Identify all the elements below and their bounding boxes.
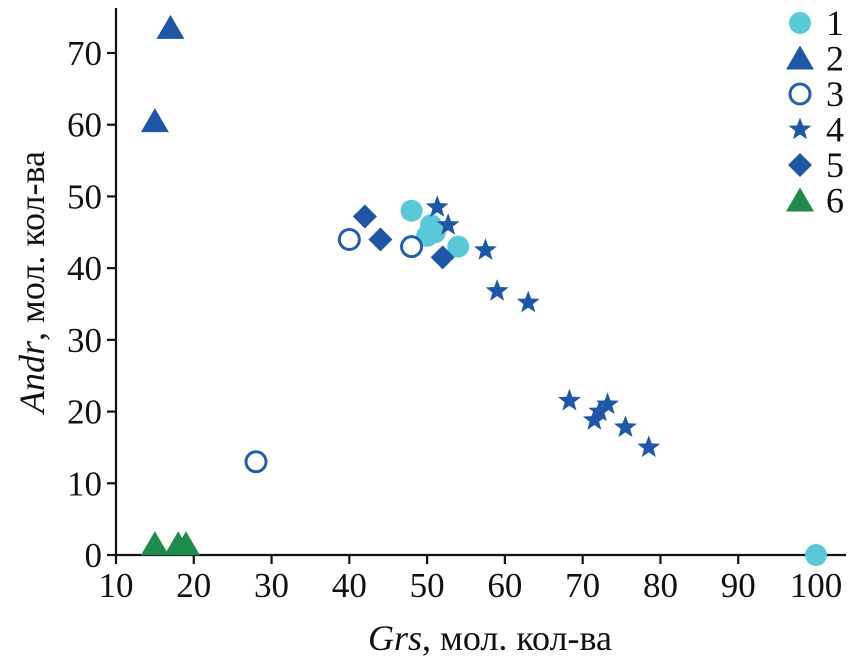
series-4-point <box>436 213 460 235</box>
series-4-point <box>588 399 612 422</box>
x-tick-label: 20 <box>176 566 211 605</box>
x-tick-label: 60 <box>487 566 522 605</box>
series-1-point <box>447 235 470 258</box>
legend-marker-1 <box>789 12 811 34</box>
legend-marker-3 <box>788 82 812 106</box>
series-3-point <box>337 227 361 251</box>
x-axis-title: Grs, мол. кол-ва <box>368 618 612 658</box>
x-tick-label: 90 <box>721 566 756 605</box>
series-4-point <box>596 392 619 415</box>
axes <box>114 8 846 557</box>
x-axis-title-rest: , мол. кол-ва <box>422 618 612 658</box>
series-4-point <box>425 195 449 217</box>
x-tick-label: 10 <box>99 566 134 605</box>
series-4-point <box>516 290 540 313</box>
series-5-point <box>352 204 377 229</box>
data-points <box>140 14 827 566</box>
y-tick-label: 50 <box>67 177 102 216</box>
series-5-point <box>368 227 393 252</box>
legend-label-3: 3 <box>826 74 844 114</box>
series-4-point <box>614 415 637 438</box>
series-6-point <box>172 531 200 556</box>
y-axis-title-rest: , мол. кол-ва <box>12 151 52 341</box>
y-tick-label: 30 <box>67 321 102 360</box>
legend-label-2: 2 <box>826 39 844 79</box>
series-4-point <box>474 238 497 260</box>
x-tick-label: 70 <box>565 566 600 605</box>
x-tick-label: 30 <box>254 566 289 605</box>
legend-marker-2 <box>786 45 814 70</box>
x-tick-label: 50 <box>410 566 445 605</box>
x-tick-label: 80 <box>643 566 678 605</box>
series-2-point <box>140 108 169 133</box>
legend-label-4: 4 <box>826 110 844 150</box>
y-tick-label: 10 <box>67 464 102 503</box>
series-2-point <box>156 14 185 39</box>
legend-label-6: 6 <box>826 181 844 221</box>
series-4-point <box>558 388 581 411</box>
x-axis-title-italic: Grs <box>368 618 422 658</box>
legend-label-5: 5 <box>826 145 844 185</box>
y-tick-label: 40 <box>67 249 102 288</box>
series-6-point <box>140 531 169 556</box>
legend-label-1: 1 <box>826 3 844 43</box>
series-4-point <box>637 435 661 458</box>
series-4-point <box>485 279 509 301</box>
series-1-point <box>805 544 827 566</box>
y-axis-title: Andr, мол. кол-ва <box>12 151 52 415</box>
y-tick-label: 0 <box>85 536 103 575</box>
series-5-point <box>430 245 455 270</box>
x-tick-label: 40 <box>332 566 367 605</box>
series-3-point <box>244 450 268 474</box>
legend-marker-4 <box>788 117 812 140</box>
series-1-point <box>423 221 446 244</box>
legend-marker-6 <box>786 187 814 212</box>
y-axis-title-italic: Andr <box>12 340 52 415</box>
x-tick-label: 100 <box>790 566 843 605</box>
series-1-point <box>400 199 423 222</box>
y-tick-label: 60 <box>67 106 102 145</box>
series-3-point <box>400 235 424 259</box>
y-tick-label: 20 <box>67 393 102 432</box>
y-tick-label: 70 <box>67 34 102 73</box>
legend-marker-5 <box>788 153 812 177</box>
